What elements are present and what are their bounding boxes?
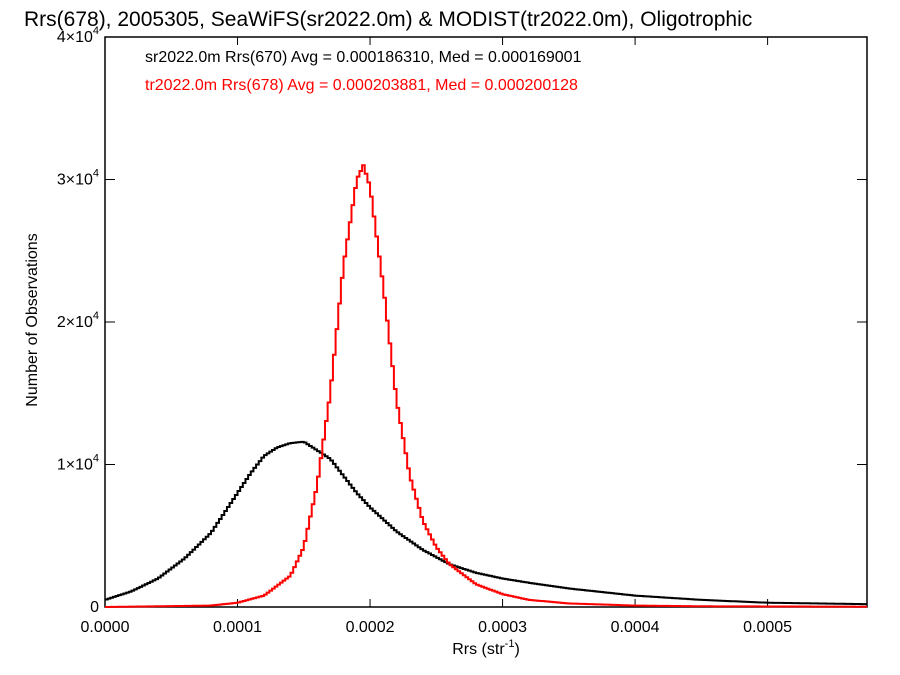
y-tick-label: 0 [90, 599, 99, 616]
legend-entry-red: tr2022.0m Rrs(678) Avg = 0.000203881, Me… [145, 77, 578, 94]
histogram-line-tr2022 [105, 164, 867, 608]
x-axis: 0.0000 0.0001 0.0002 0.0003 0.0004 0.0005 [81, 37, 792, 636]
legend-entry-black: sr2022.0m Rrs(670) Avg = 0.000186310, Me… [145, 49, 582, 66]
x-tick-label: 0.0001 [213, 619, 262, 636]
y-axis: 0 1×104 2×104 3×104 4×104 [57, 25, 867, 616]
y-axis-label: Number of Observations [24, 233, 41, 406]
y-tick-label: 2×104 [57, 310, 99, 331]
y-tick-label: 1×104 [57, 453, 99, 474]
x-axis-label: Rrs (str-1) [452, 638, 520, 658]
histogram-line-sr2022 [105, 440, 867, 606]
x-tick-label: 0.0005 [743, 619, 792, 636]
x-tick-label: 0.0004 [611, 619, 660, 636]
y-tick-label: 4×104 [57, 25, 99, 46]
x-tick-label: 0.0000 [81, 619, 130, 636]
x-tick-label: 0.0002 [346, 619, 395, 636]
series-lines [105, 164, 867, 608]
y-tick-label: 3×104 [57, 168, 99, 189]
x-tick-label: 0.0003 [478, 619, 527, 636]
chart-title: Rrs(678), 2005305, SeaWiFS(sr2022.0m) & … [24, 8, 752, 31]
